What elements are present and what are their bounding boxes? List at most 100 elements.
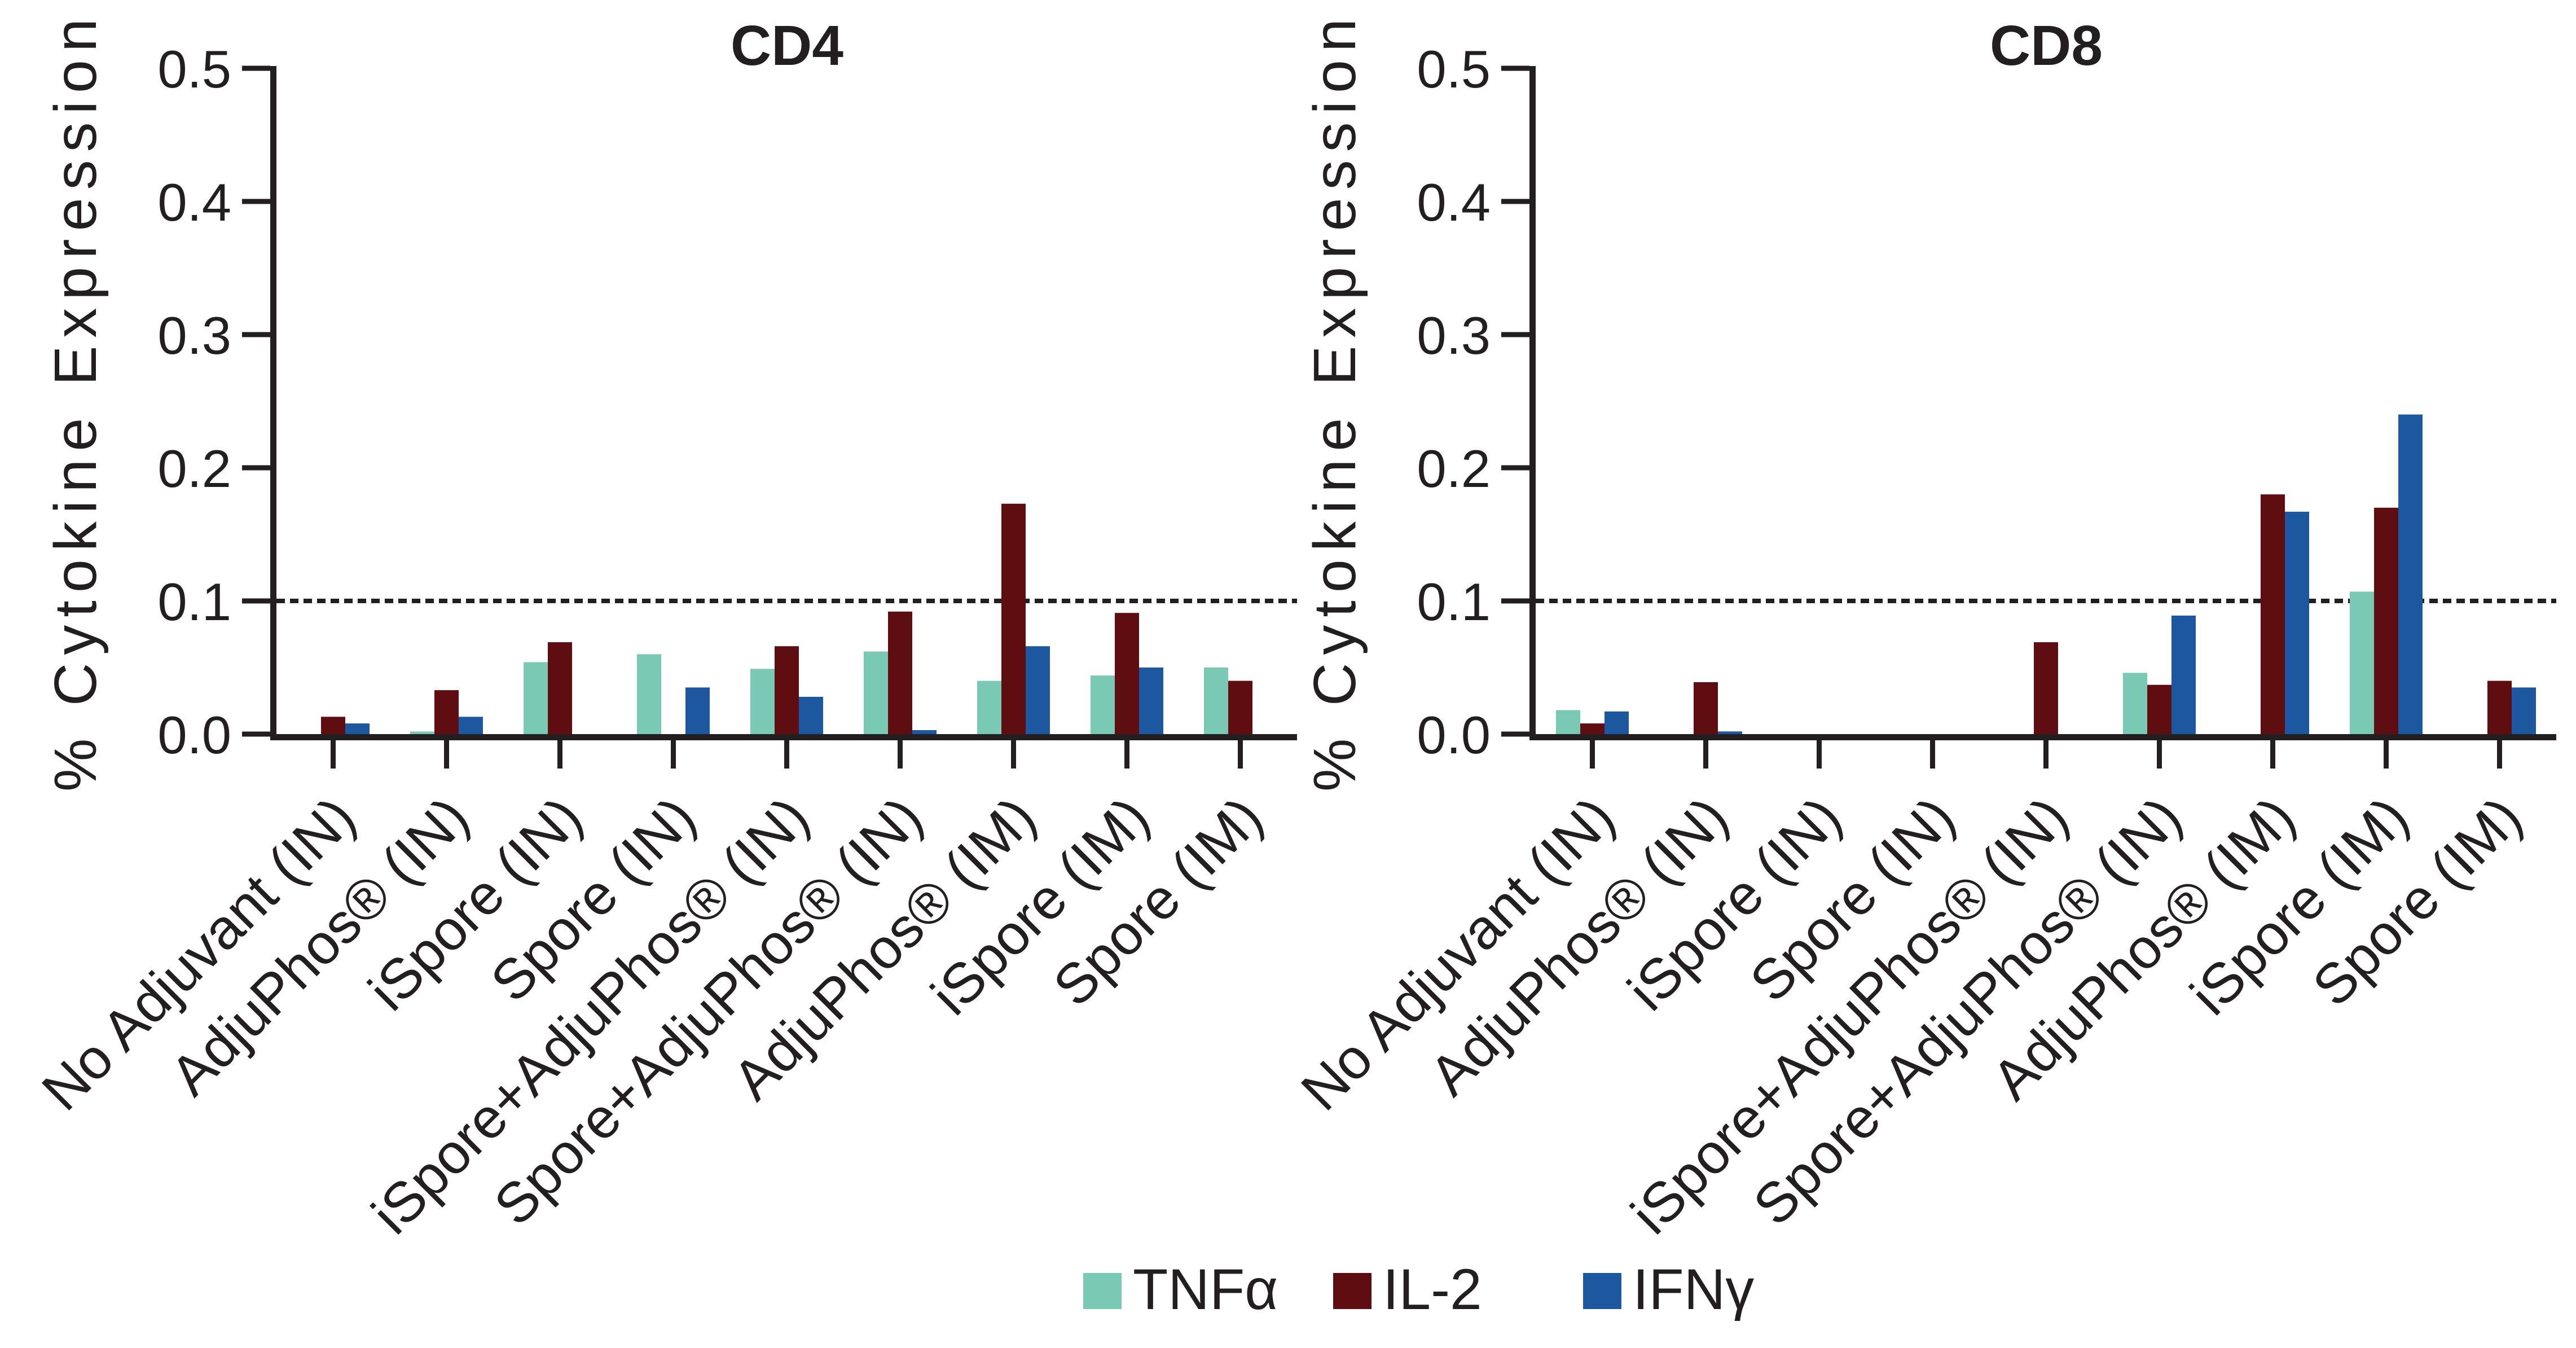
cd8-y-tick (1501, 332, 1529, 337)
cd4-bar-TNFα (637, 654, 661, 734)
cd8-x-tick (2157, 740, 2162, 769)
cd8-x-tick (2384, 740, 2389, 769)
cd8-bar-TNFα (2350, 591, 2374, 734)
legend-swatch-il2 (1333, 1273, 1371, 1309)
cd4-bar-TNFα (977, 680, 1001, 734)
cd4-bar-TNFα (1204, 668, 1228, 734)
cd4-x-axis-line (270, 734, 1297, 740)
cd4-bar-IL-2 (434, 690, 459, 734)
cd4-y-axis-label: % Cytokine Expression (42, 11, 109, 792)
cd4-y-tick-label: 0.3 (157, 306, 231, 365)
cd8-x-tick (2497, 740, 2502, 769)
cd8-y-tick-label: 0.4 (1417, 173, 1491, 232)
cd4-x-tick (557, 740, 562, 769)
cd8-bar-IL-2 (2261, 494, 2285, 734)
cd4-y-tick (242, 731, 270, 737)
cd8-x-tick (2043, 740, 2049, 769)
cd4-y-tick (242, 598, 270, 604)
cd4-bar-TNFα (524, 662, 548, 734)
cd8-y-tick (1501, 598, 1529, 604)
cd8-y-tick-label: 0.2 (1417, 439, 1491, 498)
cd4-bar-IL-2 (1115, 613, 1139, 734)
cd8-bar-IFNγ (1604, 711, 1629, 734)
cd4-x-tick (1238, 740, 1243, 769)
cd4-bar-TNFα (864, 651, 888, 734)
cd8-y-tick-label: 0.1 (1417, 572, 1491, 631)
cd8-x-axis-line (1529, 734, 2556, 740)
legend: TNFα IL-2 IFNγ (1083, 1257, 1754, 1321)
cd4-x-tick (784, 740, 789, 769)
cd8-bar-IL-2 (2034, 642, 2058, 734)
cd4-y-tick-label: 0.4 (157, 173, 231, 232)
cd8-bar-IFNγ (1718, 731, 1742, 734)
cd8-bar-IFNγ (2398, 414, 2423, 734)
legend-label-tnfa: TNFα (1133, 1257, 1278, 1321)
cd8-x-tick (1930, 740, 1935, 769)
cd8-y-tick (1501, 199, 1529, 204)
cd8-bar-IFNγ (2171, 615, 2196, 734)
legend-label-il2: IL-2 (1383, 1257, 1482, 1321)
cd8-y-axis-line (1529, 66, 1536, 740)
cd4-y-tick (242, 465, 270, 471)
cd4-bar-TNFα (1091, 675, 1115, 734)
cd4-plot-area: 0.00.10.20.30.40.5No Adjuvant (IN)AdjuPh… (30, 39, 1297, 1246)
cd8-y-tick-label: 0.0 (1417, 705, 1491, 765)
cd4-bar-TNFα (410, 731, 434, 734)
cd4-bar-IFNγ (459, 717, 483, 734)
cd4-panel-title: CD4 (731, 14, 843, 77)
cd8-bar-IL-2 (1694, 682, 1718, 734)
cd4-bar-IFNγ (912, 730, 937, 734)
cd8-bar-IL-2 (1580, 723, 1604, 734)
cd8-bar-IL-2 (2487, 680, 2512, 734)
cd4-y-tick (242, 332, 270, 337)
cd4-x-tick (444, 740, 449, 769)
legend-swatch-ifng (1583, 1273, 1621, 1309)
cd8-y-tick (1501, 465, 1529, 471)
legend-label-ifng: IFNγ (1633, 1257, 1754, 1321)
cd8-y-tick-label: 0.3 (1417, 306, 1491, 365)
cd8-y-tick (1501, 65, 1529, 71)
cd8-panel-title: CD8 (1990, 14, 2103, 77)
cd8-plot-area: 0.00.10.20.30.40.5No Adjuvant (IN)AdjuPh… (1289, 39, 2556, 1246)
cd4-y-tick-label: 0.2 (157, 439, 231, 498)
cd4-y-tick-label: 0.1 (157, 572, 231, 631)
cd4-bar-IFNγ (799, 696, 823, 734)
cd8-bar-TNFα (1556, 710, 1580, 734)
cd4-bar-IL-2 (1001, 503, 1026, 734)
cd4-bar-IL-2 (775, 646, 799, 734)
cd4-bar-TNFα (750, 669, 775, 734)
legend-swatch-tnfa (1083, 1273, 1122, 1309)
cd4-y-tick-label: 0.0 (157, 705, 231, 765)
cd8-bar-IFNγ (2285, 511, 2309, 734)
cd8-y-tick-label: 0.5 (1417, 39, 1491, 99)
cd8-bar-IL-2 (2374, 507, 2398, 734)
cd4-bar-IFNγ (1139, 668, 1163, 734)
cd4-bar-IFNγ (1026, 646, 1050, 734)
cd8-x-tick (1703, 740, 1708, 769)
cd4-x-tick (898, 740, 903, 769)
cd8-x-tick (1817, 740, 1822, 769)
cd4-y-tick-label: 0.5 (157, 39, 231, 99)
cd4-bar-IL-2 (1228, 680, 1252, 734)
cd4-y-tick (242, 199, 270, 204)
cd8-x-tick (2270, 740, 2275, 769)
cd4-x-tick (331, 740, 336, 769)
cd4-y-tick (242, 65, 270, 71)
cd8-y-tick (1501, 731, 1529, 737)
cd8-x-tick (1590, 740, 1595, 769)
cd8-bar-TNFα (2123, 673, 2147, 734)
cd4-x-tick (671, 740, 676, 769)
cd4-bar-IL-2 (888, 611, 912, 734)
cd4-y-axis-line (270, 66, 276, 740)
cd4-bar-IL-2 (548, 642, 572, 734)
cd8-y-axis-label: % Cytokine Expression (1302, 11, 1368, 792)
cd4-bar-IL-2 (321, 717, 345, 734)
cd8-bar-IFNγ (2512, 687, 2536, 734)
cd4-x-tick (1011, 740, 1016, 769)
cd4-bar-IFNγ (685, 687, 710, 734)
cd8-bar-IL-2 (2147, 684, 2171, 734)
cd4-x-tick (1124, 740, 1129, 769)
cd4-bar-IFNγ (345, 723, 370, 734)
